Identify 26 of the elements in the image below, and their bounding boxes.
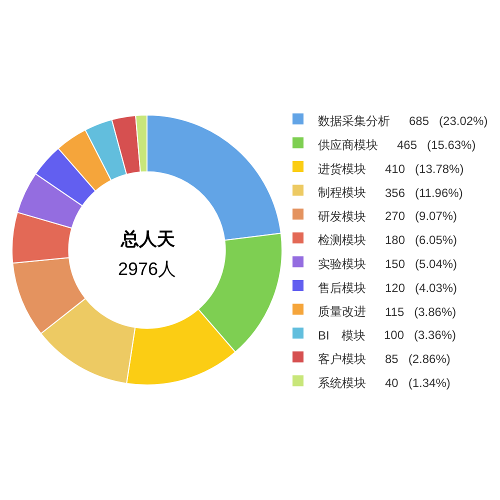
legend-label: 质量改进 bbox=[318, 304, 366, 319]
legend-label: 系统模块 bbox=[318, 376, 366, 390]
data-label: 356 (11.96%) bbox=[385, 186, 463, 200]
legend-label: 研发模块 bbox=[318, 209, 366, 224]
legend-label: 数据采集分析 bbox=[318, 114, 390, 128]
legend-label: 进货模块 bbox=[318, 162, 366, 176]
data-label: 100 (3.36%) bbox=[384, 328, 456, 342]
data-label: 465 (15.63%) bbox=[397, 138, 476, 152]
data-label: 180 (6.05%) bbox=[385, 233, 458, 247]
data-label: 120 (4.03%) bbox=[385, 281, 458, 295]
legend-label: 制程模块 bbox=[318, 186, 366, 200]
legend-label: 客户模块 bbox=[318, 352, 366, 366]
text: 2976人 bbox=[118, 259, 176, 279]
data-label: 270 (9.07%) bbox=[385, 209, 458, 223]
data-label: 85 (2.86%) bbox=[385, 352, 450, 366]
legend-label: 售后模块 bbox=[318, 280, 366, 295]
text: 总人天 bbox=[120, 229, 175, 249]
data-label: 40 (1.34%) bbox=[385, 376, 450, 390]
data-label: 410 (13.78%) bbox=[385, 162, 464, 176]
data-label: 115 (3.86%) bbox=[385, 305, 456, 319]
data-label: 150 (5.04%) bbox=[385, 257, 458, 271]
data-label: 685 (23.02%) bbox=[409, 114, 488, 128]
legend-label: BI 模块 bbox=[318, 328, 366, 342]
legend-label: 实验模块 bbox=[318, 256, 366, 271]
legend-label: 检测模块 bbox=[318, 233, 366, 248]
legend-label: 供应商模块 bbox=[318, 138, 378, 152]
